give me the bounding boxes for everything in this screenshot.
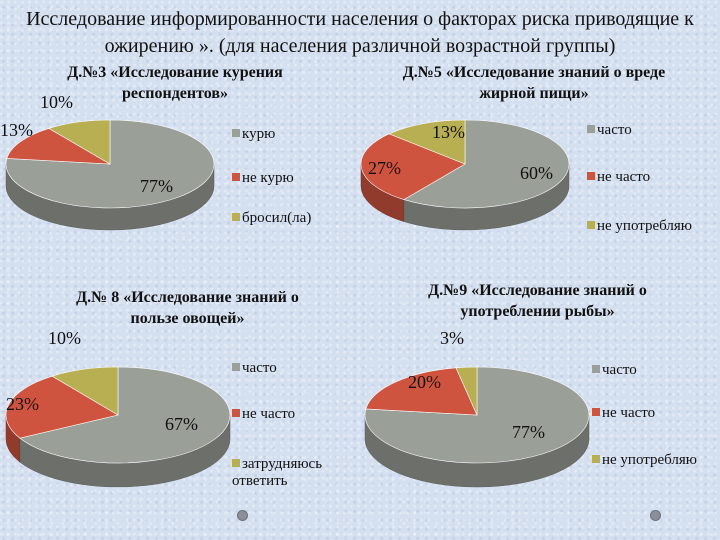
chart-3-legend-item: затрудняюсь ответить [232,456,342,490]
chart-2-legend-item: не употребляю [587,218,692,235]
chart-3-label-chasto: 67% [165,414,198,434]
chart-4-label-ne-upotreblyayu: 3% [440,328,464,348]
legend-label: бросил(ла) [242,210,312,226]
legend-label: курю [242,126,276,142]
chart-2-legend-item: часто [587,122,632,139]
pin-decoration [650,510,661,521]
pie-1-slice-2 [6,128,111,165]
chart-3-title: Д.№ 8 «Исследование знаний о пользе овощ… [76,289,299,327]
pin-decoration [237,510,248,521]
legend-swatch [232,129,240,137]
legend-label: часто [602,362,637,378]
chart-2-label-ne-chasto: 27% [368,158,401,178]
legend-swatch [232,173,240,181]
legend-swatch [232,459,240,467]
legend-swatch [232,363,240,371]
pie-2-slice-2 [360,133,466,200]
legend-label: не часто [602,405,656,421]
chart-4-label-ne-chasto: 20% [408,372,441,392]
chart-4-title: Д.№9 «Исследование знаний о употреблении… [428,282,647,320]
chart-1-label-brosil: 10% [40,92,73,112]
chart-1-legend-item: курю [232,126,275,143]
chart-4-legend-item: не употребляю [592,452,697,469]
legend-swatch [592,455,600,463]
pie-3-slice-2 [5,375,119,439]
legend-swatch [232,213,240,221]
chart-4-label-chasto: 77% [512,422,545,442]
legend-label: не курю [242,170,294,186]
chart-1-title: Д.№3 «Исследование курения респондентов» [67,64,283,102]
chart-1-legend-item: не курю [232,170,294,187]
legend-swatch [587,172,595,180]
chart-3-label-zatrudnyayus: 10% [48,328,81,348]
legend-label: не часто [597,169,651,185]
legend-swatch [587,221,595,229]
pie-3-slice-3 [51,366,119,416]
pie-1-slice-3 [48,119,111,165]
chart-3-label-ne-chasto: 23% [6,394,39,414]
legend-swatch [592,365,600,373]
legend-swatch [587,125,595,133]
legend-label: затрудняюсь ответить [232,456,323,489]
chart-1-label-kuryu: 77% [140,176,173,196]
legend-label: не употребляю [602,452,698,468]
chart-2-label-ne-upotreblyayu: 13% [432,122,465,142]
pie-4-slice-3 [455,366,478,416]
chart-4-legend-item: часто [592,362,637,379]
chart-2-label-chasto: 60% [520,163,553,183]
pie-3-slice-1 [19,366,231,464]
legend-label: не употребляю [597,218,693,234]
legend-label: не часто [242,406,296,422]
legend-label: часто [597,122,632,138]
chart-4-legend-item: не часто [592,405,655,422]
pie-4-slice-2 [365,367,478,416]
legend-swatch [592,408,600,416]
pie-2-slice-3 [388,119,466,165]
legend-swatch [232,409,240,417]
chart-1-legend-item: бросил(ла) [232,210,311,227]
pie-2-slice-1 [403,119,570,209]
chart-2-title: Д.№5 «Исследование знаний о вреде жирной… [402,64,666,102]
chart-3-legend-item: часто [232,360,277,377]
chart-3-legend-item: не часто [232,406,295,423]
legend-label: часто [242,360,277,376]
chart-1-label-ne-kuryu: 13% [0,120,33,140]
chart-2-legend-item: не часто [587,169,650,186]
slide-title: Исследование информированности населения… [26,8,694,57]
